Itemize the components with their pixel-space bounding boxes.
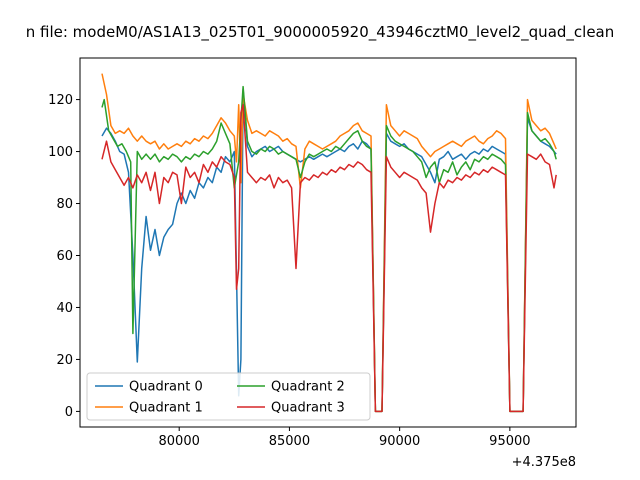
series-line-quadrant-0 xyxy=(101,88,557,413)
y-tick-label: 20 xyxy=(56,353,73,368)
series-line-quadrant-1 xyxy=(101,73,557,413)
chart-title: n file: modeM0/AS1A13_025T01_9000005920_… xyxy=(26,23,615,42)
legend: Quadrant 0 Quadrant 2 Quadrant 1 Quadrant 3 xyxy=(86,372,371,421)
legend-label-quadrant-2: Quadrant 2 xyxy=(271,380,345,395)
x-tick-label: 85000 xyxy=(269,434,310,449)
y-tick-label: 60 xyxy=(56,249,73,264)
legend-label-quadrant-1: Quadrant 1 xyxy=(129,401,203,416)
y-tick-label: 0 xyxy=(65,405,73,420)
y-tick-label: 80 xyxy=(56,197,73,212)
x-axis: 80000 85000 90000 95000 xyxy=(159,427,531,449)
legend-label-quadrant-3: Quadrant 3 xyxy=(271,401,345,416)
series-line-quadrant-2 xyxy=(101,85,557,413)
x-tick-label: 80000 xyxy=(159,434,200,449)
legend-box xyxy=(86,372,371,421)
x-tick-label: 95000 xyxy=(489,434,530,449)
y-tick-label: 120 xyxy=(48,93,73,108)
x-tick-label: 90000 xyxy=(379,434,420,449)
y-tick-label: 40 xyxy=(56,301,73,316)
plot-area xyxy=(101,73,557,413)
series-line-quadrant-3 xyxy=(101,104,557,413)
y-axis: 0 20 40 60 80 100 120 xyxy=(48,93,80,420)
x-axis-offset-label: +4.375e8 xyxy=(512,455,576,470)
y-tick-label: 100 xyxy=(48,145,73,160)
plot-frame xyxy=(79,57,577,428)
legend-label-quadrant-0: Quadrant 0 xyxy=(129,380,203,395)
